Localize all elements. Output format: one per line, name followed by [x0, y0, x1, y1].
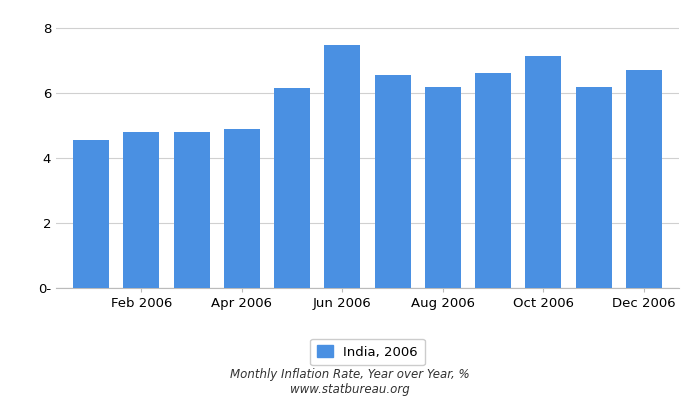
- Text: www.statbureau.org: www.statbureau.org: [290, 383, 410, 396]
- Bar: [73, 140, 109, 288]
- Bar: [374, 75, 411, 288]
- Bar: [123, 132, 160, 288]
- Text: Monthly Inflation Rate, Year over Year, %: Monthly Inflation Rate, Year over Year, …: [230, 368, 470, 381]
- Bar: [224, 129, 260, 288]
- Bar: [274, 88, 310, 288]
- Bar: [525, 56, 561, 288]
- Bar: [425, 87, 461, 288]
- Bar: [626, 70, 662, 288]
- Bar: [475, 73, 511, 288]
- Bar: [324, 45, 360, 288]
- Legend: India, 2006: India, 2006: [310, 339, 425, 365]
- Bar: [174, 132, 210, 288]
- Bar: [575, 87, 612, 288]
